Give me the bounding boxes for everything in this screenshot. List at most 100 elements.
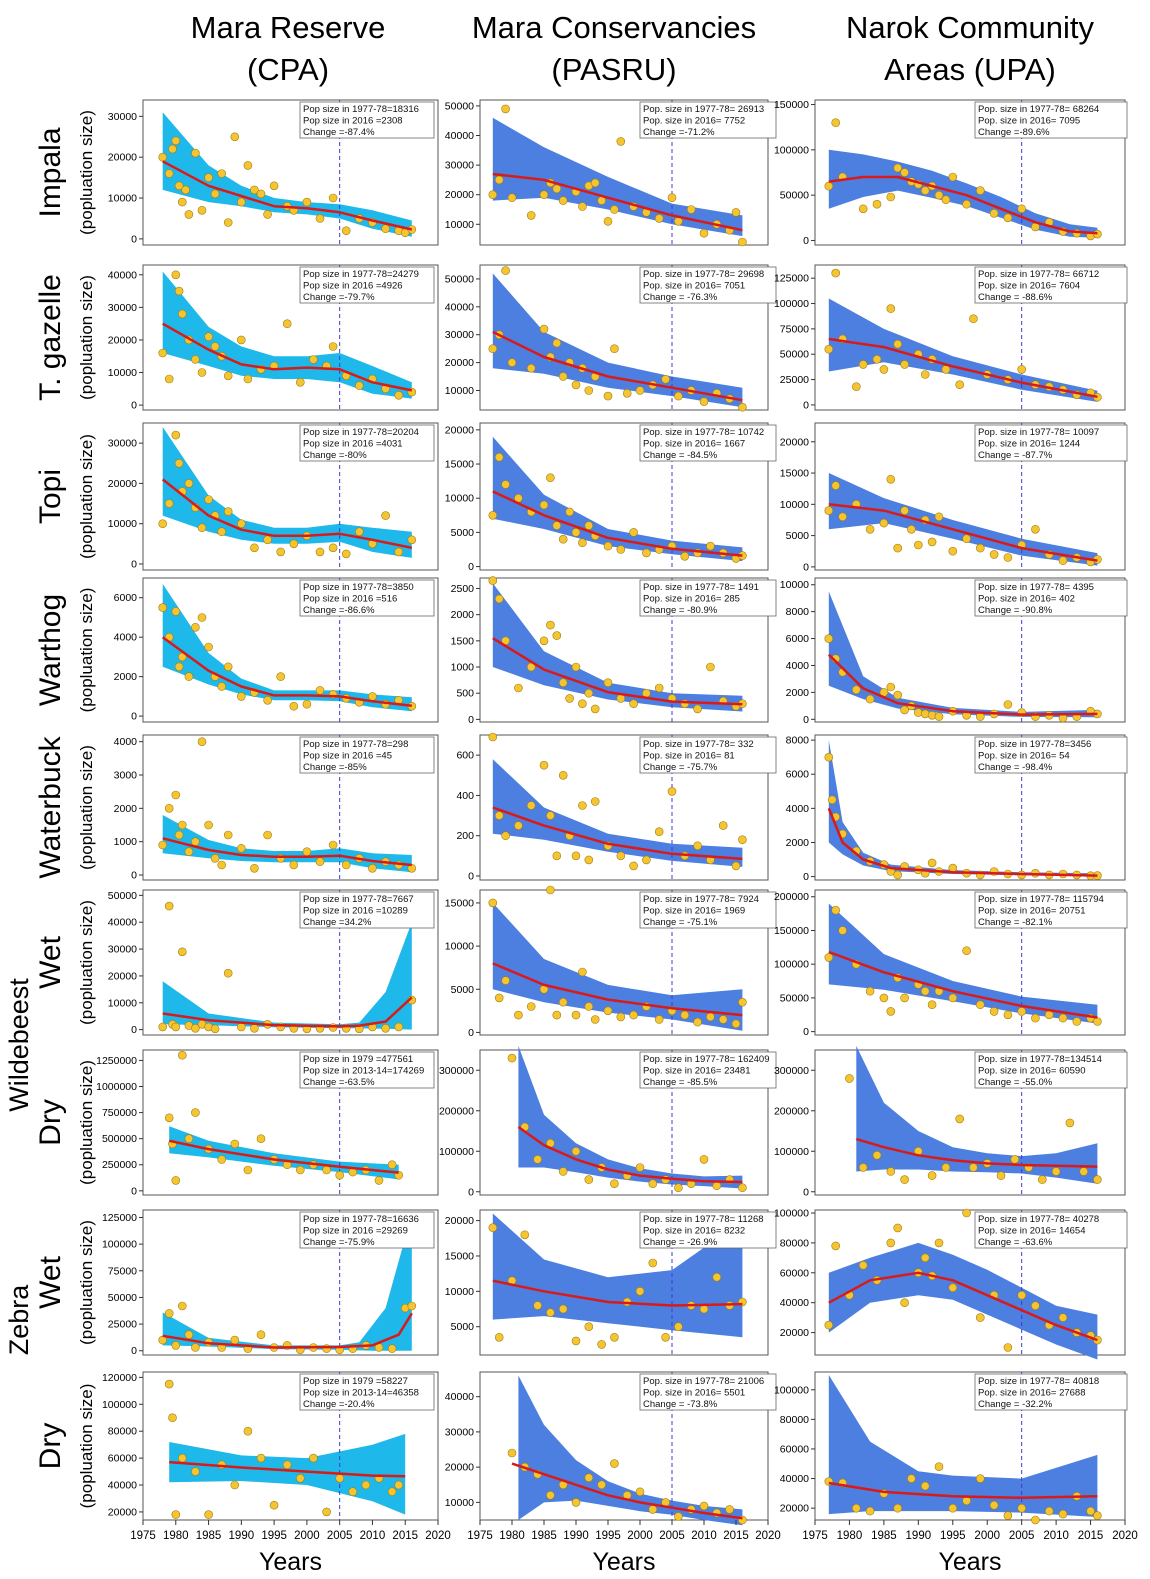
fitted-curve (517, 1125, 743, 1184)
panel: 0 10000 20000 30000 40000 50000 Pop size in 19… (108, 889, 439, 1036)
data-point (693, 841, 702, 851)
y-tick-label: 80000 (780, 1414, 809, 1426)
data-point (603, 1006, 613, 1016)
data-point (622, 388, 632, 398)
y-tick-label: 2000 (786, 837, 810, 849)
data-point (1086, 1506, 1095, 1516)
data-point (941, 365, 951, 374)
fitted-curve (827, 807, 1098, 877)
data-point (164, 169, 174, 178)
y-tick-label: 100000 (439, 1146, 474, 1158)
data-point (969, 314, 978, 324)
y-tick-label: 8000 (786, 606, 810, 618)
x-tick-label: 1985 (196, 1530, 222, 1542)
confidence-band (828, 1242, 1098, 1360)
data-point (256, 1330, 266, 1339)
fitted-curve (162, 160, 413, 231)
data-point (865, 694, 875, 704)
data-point (158, 1022, 167, 1032)
data-point (648, 1179, 658, 1188)
data-point (975, 1000, 985, 1010)
data-point (907, 524, 916, 534)
y-tick-label: 0 (131, 400, 137, 412)
data-point (295, 1474, 305, 1483)
y-tick-label: 50000 (445, 273, 474, 285)
data-point (539, 190, 549, 199)
legend-box (299, 424, 435, 462)
data-point (507, 1053, 517, 1063)
data-point (927, 858, 937, 868)
data-point (629, 1010, 638, 1020)
confidence-band (492, 759, 743, 867)
confidence-band (492, 583, 743, 712)
legend-text: Pop. size in 1977-78= 29698 (643, 269, 764, 280)
data-point (955, 380, 965, 390)
data-point (827, 795, 837, 805)
legend-text: Change = -85.5% (643, 1077, 718, 1088)
data-point (230, 1480, 240, 1490)
y-tick-label: 2500 (451, 583, 475, 595)
data-point (197, 613, 207, 622)
data-point (886, 1167, 896, 1176)
legend-text: Change = -75.7% (643, 762, 718, 773)
data-point (824, 506, 834, 515)
data-point (1003, 1511, 1013, 1520)
legend-text: Pop. size in 2016= 8232 (643, 1226, 745, 1237)
x-tick-label: 1995 (595, 1530, 621, 1542)
y-tick-label: 600 (456, 750, 474, 762)
x-tick-label: 1980 (499, 1530, 525, 1542)
legend-box (299, 891, 435, 929)
data-point (223, 218, 233, 227)
data-point (289, 860, 299, 870)
data-point (654, 683, 664, 693)
legend-text: Pop. size in 1977-78= 10097 (978, 427, 1099, 438)
data-point (1058, 1509, 1068, 1519)
data-point (210, 189, 220, 199)
data-point (223, 968, 233, 978)
confidence-band (518, 1375, 743, 1526)
panel: 10000 20000 30000 40000 50000 Pop. size in 19… (445, 264, 777, 412)
data-point (171, 1510, 181, 1519)
legend-text: Pop. size in 1977-78= 11268 (643, 1214, 764, 1225)
data-point (501, 104, 510, 114)
legend-box (974, 424, 1128, 462)
data-point (552, 1010, 562, 1020)
data-point (394, 1480, 404, 1490)
data-point (648, 1505, 658, 1514)
data-point (667, 193, 677, 202)
fitted-curve (162, 1312, 413, 1349)
y-tick-label: 40000 (445, 130, 474, 142)
y-tick-label: 4000 (786, 660, 810, 672)
panel: 0 500 1000 1500 2000 2500 Pop. size in 1977-78… (451, 576, 777, 726)
group-label-zebra: Zebra (4, 1284, 34, 1356)
data-point (171, 430, 181, 440)
legend-text: Pop. size in 1977-78= 4395 (978, 582, 1094, 593)
x-tick-label: 2010 (1043, 1530, 1069, 1542)
data-point (831, 118, 841, 127)
data-point (501, 480, 510, 489)
data-point (164, 803, 174, 813)
y-tick-label: 10000 (445, 219, 474, 231)
y-tick-label: 100000 (774, 1146, 809, 1158)
data-point (1003, 1343, 1013, 1352)
data-point (879, 993, 889, 1003)
data-point (706, 541, 715, 551)
y-tick-label: 0 (468, 561, 474, 573)
legend-text: Change = -55.0% (978, 1077, 1053, 1088)
legend-text: Pop size in 1977-78=18316 (303, 104, 419, 115)
fitted-curve (855, 1137, 1098, 1168)
data-point (250, 543, 259, 553)
data-point (243, 1165, 253, 1175)
y-tick-label: 20000 (445, 1462, 474, 1474)
panel: 0 50000 100000 150000 Pop. size in 1977-78= … (774, 99, 1128, 247)
y-tick-label: 10000 (445, 1286, 474, 1298)
data-point (989, 1500, 999, 1510)
data-point (900, 506, 909, 515)
data-point (872, 354, 882, 364)
data-point (269, 1500, 279, 1510)
fitted-curve (161, 478, 413, 550)
row-label: Wet (34, 935, 67, 988)
data-point (845, 1074, 854, 1083)
fitted-curve (161, 636, 412, 708)
data-point (718, 1015, 728, 1024)
